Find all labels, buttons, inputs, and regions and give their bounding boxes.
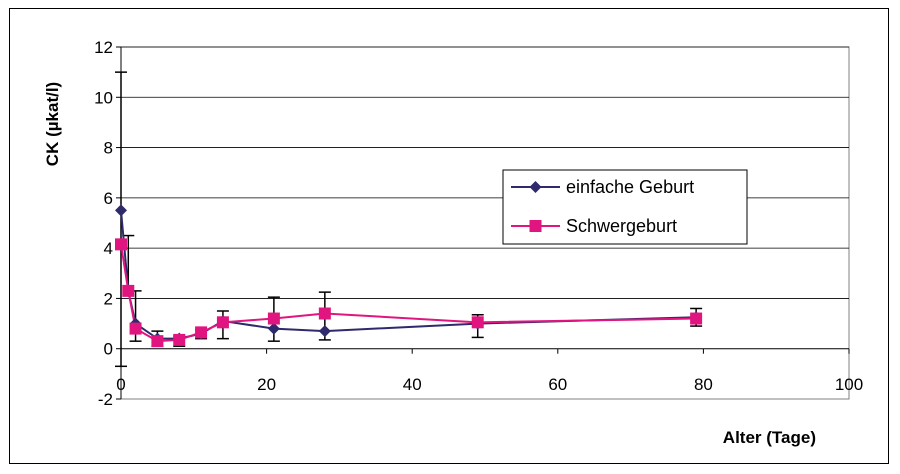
y-tick-label-0: 0 bbox=[104, 340, 113, 359]
legend-label-schwergeburt: Schwergeburt bbox=[566, 216, 677, 236]
y-tick-label-2: 2 bbox=[104, 289, 113, 308]
y-axis-title: CK (µkat/l) bbox=[43, 82, 62, 166]
y-tick-label-12: 12 bbox=[94, 38, 113, 57]
legend-marker-einfache-geburt bbox=[529, 181, 542, 193]
x-tick-label-100: 100 bbox=[835, 375, 863, 394]
point-1-7 bbox=[267, 312, 280, 325]
y-tick-label-6: 6 bbox=[104, 189, 113, 208]
point-1-1 bbox=[122, 284, 135, 297]
y-tick-labels: -2 0 2 4 6 8 10 12 bbox=[94, 38, 121, 409]
y-tick-label-8: 8 bbox=[104, 139, 113, 158]
legend: einfache Geburt Schwergeburt bbox=[502, 169, 748, 245]
point-1-4 bbox=[173, 333, 186, 346]
legend-marker-schwergeburt bbox=[529, 220, 542, 232]
y-tick-label--2: -2 bbox=[98, 390, 113, 409]
point-1-2 bbox=[129, 322, 142, 335]
series-layer bbox=[115, 204, 703, 348]
y-tick-label-4: 4 bbox=[104, 239, 113, 258]
y-tick-label-10: 10 bbox=[94, 88, 113, 107]
x-tick-label-40: 40 bbox=[403, 375, 422, 394]
point-0-7 bbox=[267, 322, 280, 335]
x-tick-label-20: 20 bbox=[257, 375, 276, 394]
point-1-10 bbox=[690, 312, 703, 325]
point-0-0 bbox=[115, 204, 127, 217]
point-1-0 bbox=[115, 238, 127, 251]
point-1-5 bbox=[195, 326, 208, 339]
x-axis-title: Alter (Tage) bbox=[723, 428, 816, 447]
point-1-6 bbox=[216, 316, 229, 329]
legend-box bbox=[502, 169, 748, 245]
x-tick-label-60: 60 bbox=[548, 375, 567, 394]
point-1-8 bbox=[318, 307, 331, 320]
point-0-8 bbox=[318, 325, 331, 338]
x-tick-label-80: 80 bbox=[694, 375, 713, 394]
legend-label-einfache-geburt: einfache Geburt bbox=[566, 177, 694, 197]
gridlines bbox=[121, 46, 849, 299]
point-1-9 bbox=[471, 316, 484, 329]
point-1-3 bbox=[151, 335, 164, 348]
